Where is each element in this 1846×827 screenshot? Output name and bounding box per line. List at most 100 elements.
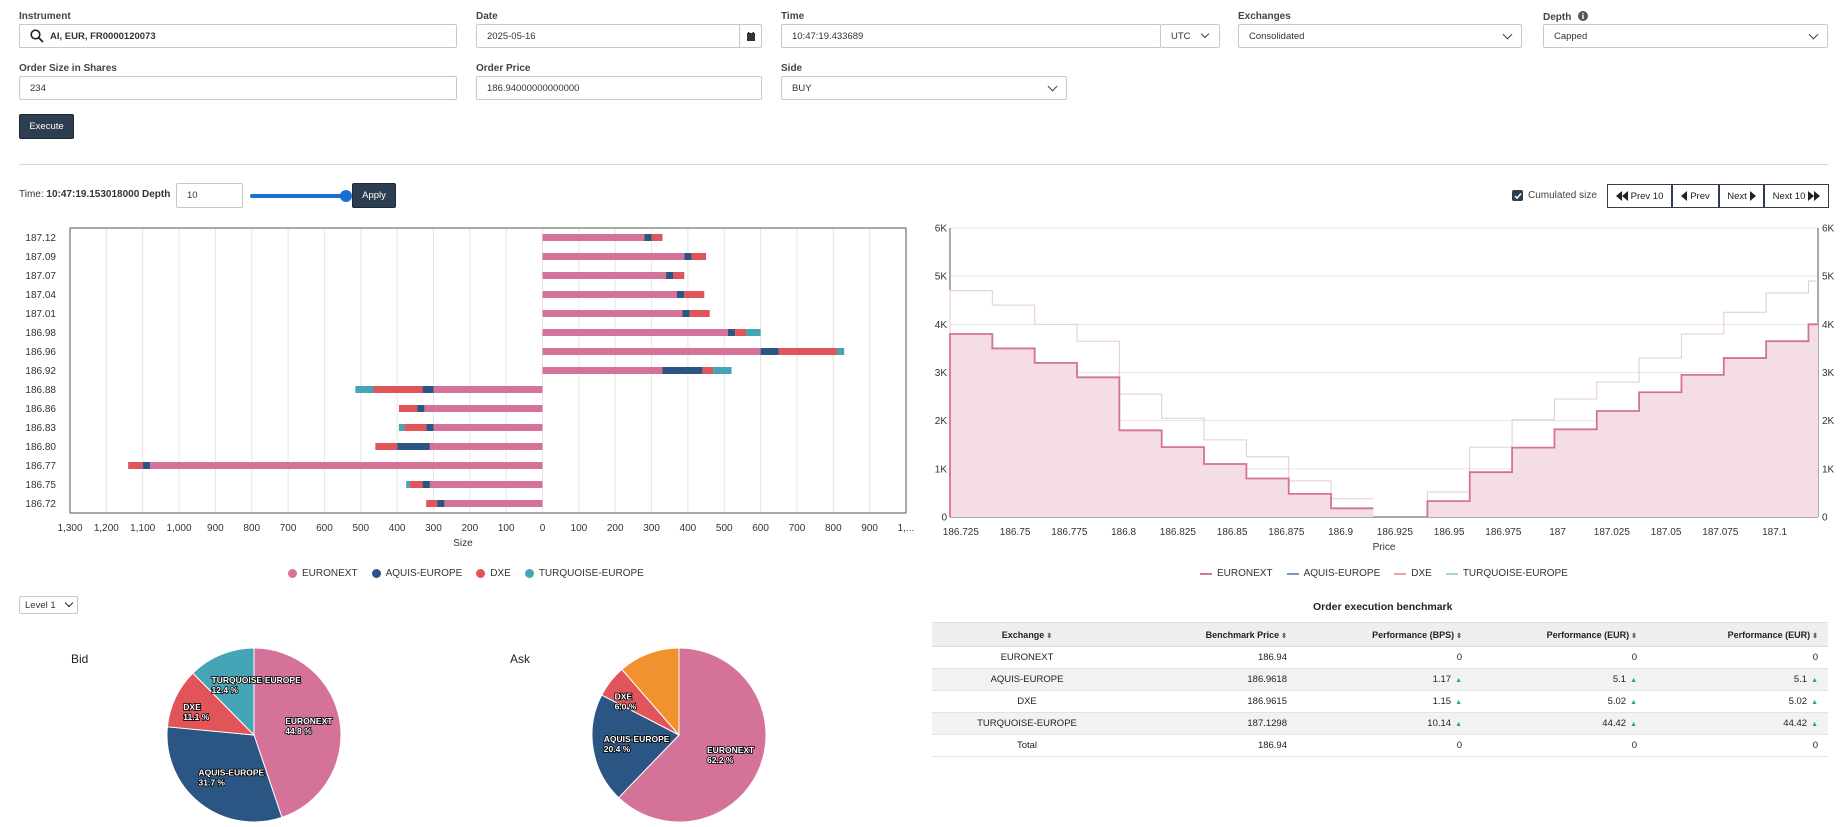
bar-segment[interactable] [684, 291, 705, 298]
legend-aquis[interactable]: AQUIS-EUROPE [1286, 568, 1380, 579]
bar-segment[interactable] [142, 462, 150, 469]
instrument-input[interactable] [50, 30, 446, 42]
bar-segment[interactable] [651, 234, 663, 241]
legend-euronext[interactable]: EURONEXT [288, 568, 358, 579]
bar-segment[interactable] [429, 443, 543, 450]
bar-segment[interactable] [542, 329, 728, 336]
pie-slice[interactable] [253, 647, 342, 819]
bar-segment[interactable] [735, 329, 747, 336]
bar-segment[interactable] [778, 348, 837, 355]
bar-segment[interactable] [542, 310, 683, 317]
bar-segment[interactable] [662, 367, 703, 374]
pie-slice[interactable] [617, 647, 767, 823]
bar-segment[interactable] [727, 329, 736, 336]
bar-segment[interactable] [437, 500, 445, 507]
bar-segment[interactable] [644, 234, 652, 241]
legend-dxe[interactable]: DXE [476, 568, 511, 579]
info-icon[interactable] [1578, 11, 1589, 21]
bar-segment[interactable] [713, 367, 732, 374]
bar-segment[interactable] [375, 443, 398, 450]
checkbox[interactable] [1512, 190, 1523, 201]
bar-segment[interactable] [691, 253, 707, 260]
bar-segment[interactable] [673, 272, 685, 279]
bar-segment[interactable] [542, 367, 663, 374]
bar-segment[interactable] [542, 234, 645, 241]
exchanges-select[interactable]: Consolidated [1238, 24, 1522, 48]
bar-segment[interactable] [702, 367, 714, 374]
bar-segment[interactable] [542, 272, 667, 279]
bar-segment[interactable] [422, 481, 430, 488]
col-benchmark-price[interactable]: Benchmark Price ⬍ [1122, 622, 1297, 647]
bar-segment[interactable] [398, 424, 405, 431]
bar-segment[interactable] [355, 386, 374, 393]
pie-slice[interactable] [192, 647, 255, 737]
bar-segment[interactable] [684, 253, 692, 260]
depth-slider[interactable] [250, 190, 352, 202]
bar-segment[interactable] [689, 310, 710, 317]
bar-segment[interactable] [406, 481, 410, 488]
bar-segment[interactable] [426, 424, 434, 431]
bar-segment[interactable] [836, 348, 845, 355]
bar-segment[interactable] [542, 253, 685, 260]
legend-euronext[interactable]: EURONEXT [1200, 568, 1273, 579]
level-select[interactable]: Level 1 [19, 596, 78, 614]
bar-segment[interactable] [542, 291, 678, 298]
prev10-button[interactable]: Prev 10 [1607, 184, 1672, 208]
bar-segment[interactable] [433, 386, 543, 393]
bar-segment[interactable] [433, 424, 543, 431]
bar-segment[interactable] [666, 272, 674, 279]
bar-segment[interactable] [417, 405, 425, 412]
instrument-field[interactable] [19, 24, 457, 48]
side-select[interactable]: BUY [781, 76, 1067, 100]
bar-segment[interactable] [429, 481, 543, 488]
col-exchange[interactable]: Exchange ⬍ [932, 622, 1122, 647]
bar-segment[interactable] [444, 500, 543, 507]
legend-turquoise[interactable]: TURQUOISE-EUROPE [524, 568, 644, 579]
date-field[interactable] [476, 24, 762, 48]
prev-button[interactable]: Prev [1672, 184, 1719, 208]
toolbar-depth-input-wrap[interactable] [176, 183, 243, 208]
pie-slice[interactable] [621, 647, 680, 737]
bar-segment[interactable] [677, 291, 685, 298]
next-button[interactable]: Next [1719, 184, 1764, 208]
bar-segment[interactable] [760, 348, 779, 355]
col-performance-eur-2[interactable]: Performance (EUR) ⬍ [1647, 622, 1828, 647]
next10-button[interactable]: Next 10 [1764, 184, 1829, 208]
bar-segment[interactable] [542, 348, 761, 355]
pie-slice[interactable] [166, 726, 283, 823]
date-input[interactable] [487, 30, 739, 42]
bar-segment[interactable] [422, 386, 434, 393]
calendar-button[interactable] [739, 25, 761, 47]
order-size-field[interactable] [19, 76, 457, 100]
bar-segment[interactable] [746, 329, 761, 336]
time-input[interactable] [792, 30, 1150, 42]
bar-segment[interactable] [426, 500, 438, 507]
timezone-select[interactable]: UTC [1160, 24, 1220, 48]
bar-segment[interactable] [128, 462, 143, 469]
bar-segment[interactable] [409, 481, 423, 488]
execute-button[interactable]: Execute [19, 114, 74, 139]
legend-aquis[interactable]: AQUIS-EUROPE [371, 568, 462, 579]
col-performance-bps[interactable]: Performance (BPS) ⬍ [1297, 622, 1472, 647]
order-price-field[interactable] [476, 76, 762, 100]
col-performance-eur[interactable]: Performance (EUR) ⬍ [1472, 622, 1647, 647]
bar-segment[interactable] [397, 443, 430, 450]
legend-turquoise[interactable]: TURQUOISE-EUROPE [1445, 568, 1568, 579]
bar-segment[interactable] [682, 310, 690, 317]
bar-segment[interactable] [424, 405, 543, 412]
legend-dxe[interactable]: DXE [1394, 568, 1432, 579]
order-price-input[interactable] [487, 82, 751, 94]
cell-performance-bps: 1.15 ▲ [1297, 690, 1472, 713]
cumulated-size-toggle[interactable]: Cumulated size [1512, 190, 1597, 201]
bar-segment[interactable] [149, 462, 543, 469]
apply-button[interactable]: Apply [352, 183, 396, 208]
bar-segment[interactable] [404, 424, 427, 431]
order-size-input[interactable] [30, 82, 446, 94]
slider-thumb[interactable] [340, 190, 352, 202]
bar-segment[interactable] [373, 386, 423, 393]
bar-segment[interactable] [398, 405, 418, 412]
toolbar-depth-input[interactable] [187, 190, 232, 201]
pie-slice[interactable] [591, 694, 680, 799]
time-field[interactable] [781, 24, 1161, 48]
depth-select[interactable]: Capped [1543, 24, 1828, 48]
